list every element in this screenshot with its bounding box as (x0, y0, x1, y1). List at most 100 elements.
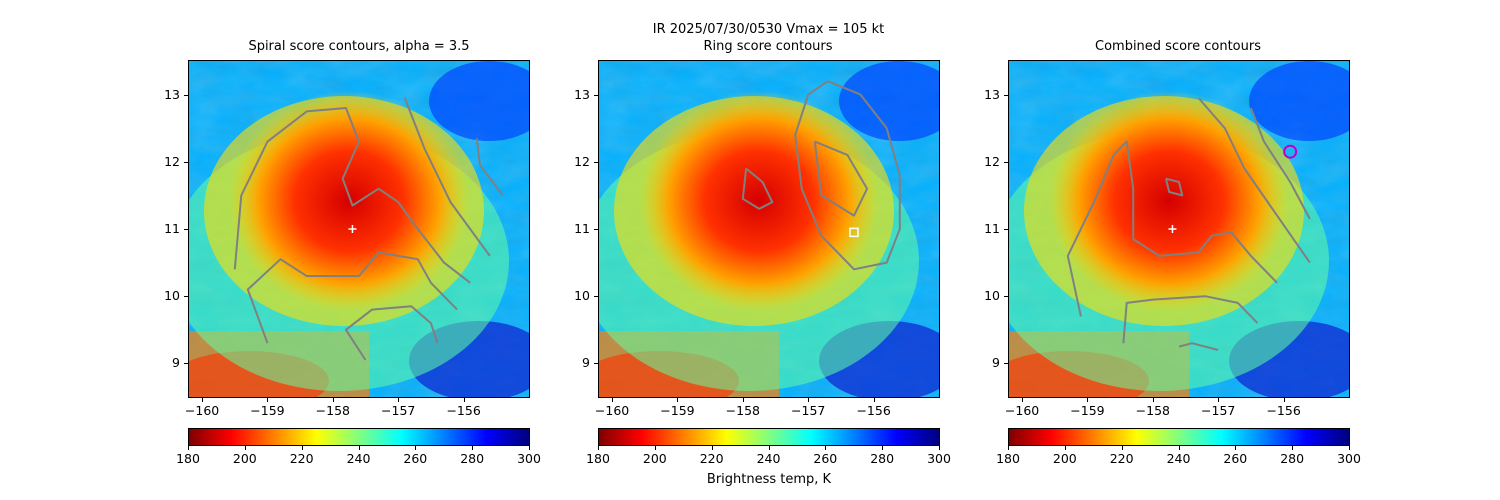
y-tick-mark (594, 363, 598, 365)
colorbar-tick-mark (768, 446, 770, 450)
panel-title-ring: Ring score contours (703, 39, 833, 54)
x-tick-mark (202, 398, 204, 402)
colorbar-tick-label: 300 (517, 451, 541, 466)
contour-line-3 (1164, 177, 1184, 197)
x-tick-mark (1218, 398, 1220, 402)
contour-line-3 (246, 251, 458, 344)
colorbar-tick-label: 220 (1109, 451, 1134, 466)
y-tick-mark (594, 229, 598, 230)
spiral-plot-area (188, 60, 530, 398)
ring-plot-area (598, 60, 940, 398)
x-tick-label: −160 (1004, 403, 1040, 418)
colorbar-tick-label: 200 (642, 451, 667, 466)
y-tick-mark (184, 94, 188, 96)
colorbar-label: Brightness temp, K (706, 472, 832, 487)
x-tick-label: −160 (594, 403, 630, 418)
colorbar-tick-label: 240 (1166, 451, 1191, 466)
colorbar-tick-mark (1008, 446, 1009, 450)
colorbar-tick-label: 280 (870, 451, 895, 466)
y-tick-label: 11 (984, 221, 1000, 236)
colorbar-tick-mark (1178, 446, 1180, 450)
contour-line-2 (813, 140, 869, 217)
y-tick-mark (594, 94, 598, 96)
y-tick-mark (1004, 161, 1008, 163)
colorbar-tick-mark (358, 446, 360, 450)
panel-title-combined: Combined score contours (1095, 39, 1261, 54)
combined-colorbar (1008, 428, 1350, 446)
contour-line-1 (403, 97, 491, 257)
x-tick-mark (267, 398, 269, 402)
y-tick-mark (184, 161, 188, 163)
colorbar-tick-label: 240 (756, 451, 781, 466)
y-tick-label: 9 (992, 355, 1000, 371)
y-tick-mark (184, 363, 188, 365)
y-tick-label: 10 (574, 288, 590, 304)
y-tick-label: 9 (172, 355, 180, 371)
contour-line-1 (1197, 97, 1311, 264)
combined-marker-layer (1168, 144, 1298, 233)
colorbar-tick-mark (415, 446, 417, 450)
x-tick-label: −156 (1266, 403, 1301, 418)
colorbar-tick-mark (301, 446, 303, 450)
y-tick-label: 12 (574, 153, 590, 169)
y-tick-label: 11 (164, 221, 180, 236)
colorbar-tick-mark (825, 446, 827, 450)
x-tick-mark (398, 398, 400, 402)
y-tick-mark (184, 296, 188, 298)
contour-line-4 (344, 305, 439, 361)
colorbar-tick-mark (882, 446, 884, 450)
colorbar-tick-mark (1292, 446, 1294, 450)
x-tick-label: −158 (725, 403, 761, 418)
x-tick-mark (808, 398, 810, 402)
x-tick-label: −159 (1070, 403, 1105, 418)
x-tick-label: −159 (250, 403, 285, 418)
colorbar-tick-label: 260 (403, 451, 428, 466)
colorbar-tick-label: 180 (996, 451, 1020, 466)
combined-plot-area (1008, 60, 1350, 398)
x-tick-mark (463, 398, 465, 402)
y-tick-label: 13 (164, 86, 180, 102)
colorbar-tick-label: 260 (813, 451, 838, 466)
combined-contour-layer (1066, 97, 1311, 351)
x-tick-mark (332, 398, 334, 402)
spiral-colorbar (188, 428, 530, 446)
y-tick-mark (184, 229, 188, 230)
ring-center-marker (849, 227, 859, 238)
x-tick-label: −160 (184, 403, 220, 418)
contour-line-0 (233, 107, 471, 284)
colorbar-tick-mark (711, 446, 713, 450)
y-tick-mark (594, 161, 598, 163)
spiral-marker-layer (348, 225, 357, 233)
colorbar-tick-mark (598, 446, 599, 450)
y-tick-mark (1004, 94, 1008, 96)
x-tick-label: −157 (381, 403, 416, 418)
y-tick-label: 11 (574, 221, 590, 236)
x-tick-label: −157 (1201, 403, 1236, 418)
y-tick-label: 13 (984, 86, 1000, 102)
y-tick-label: 9 (582, 355, 590, 371)
y-tick-mark (1004, 363, 1008, 365)
contour-line-2 (475, 138, 504, 197)
y-tick-label: 12 (164, 153, 180, 169)
contour-line-0 (794, 80, 901, 271)
y-tick-mark (1004, 296, 1008, 298)
colorbar-tick-mark (1349, 446, 1350, 450)
panel-title-spiral: Spiral score contours, alpha = 3.5 (248, 39, 470, 54)
x-tick-mark (1152, 398, 1154, 402)
y-tick-label: 10 (984, 288, 1000, 304)
colorbar-tick-label: 280 (460, 451, 485, 466)
colorbar-tick-mark (1121, 446, 1123, 450)
colorbar-tick-mark (654, 446, 656, 450)
x-tick-mark (677, 398, 679, 402)
colorbar-tick-label: 300 (927, 451, 951, 466)
colorbar-tick-mark (939, 446, 940, 450)
colorbar-tick-mark (244, 446, 246, 450)
colorbar-tick-mark (188, 446, 189, 450)
ring-contour-layer (741, 80, 901, 271)
figure-suptitle: IR 2025/07/30/0530 Vmax = 105 kt (652, 22, 885, 37)
x-tick-label: −158 (315, 403, 351, 418)
y-tick-label: 12 (984, 153, 1000, 169)
colorbar-tick-label: 220 (699, 451, 724, 466)
x-tick-label: −157 (791, 403, 826, 418)
colorbar-tick-label: 300 (1337, 451, 1361, 466)
